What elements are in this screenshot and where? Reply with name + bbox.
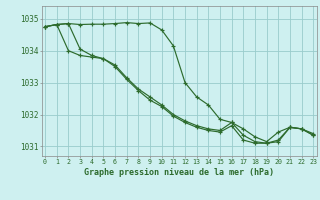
X-axis label: Graphe pression niveau de la mer (hPa): Graphe pression niveau de la mer (hPa) (84, 168, 274, 177)
